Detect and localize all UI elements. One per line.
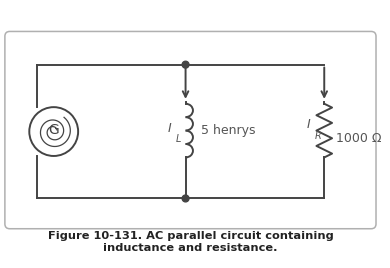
Text: L: L (176, 135, 181, 144)
Text: inductance and resistance.: inductance and resistance. (103, 243, 278, 253)
FancyBboxPatch shape (5, 31, 376, 229)
Text: 5 henrys: 5 henrys (201, 124, 256, 137)
Circle shape (182, 195, 189, 202)
Text: I: I (168, 122, 172, 135)
Text: R: R (314, 131, 321, 141)
Text: I: I (307, 118, 310, 131)
Text: G: G (48, 122, 59, 137)
Circle shape (182, 61, 189, 68)
Text: Figure 10-131. AC parallel circuit containing: Figure 10-131. AC parallel circuit conta… (48, 230, 333, 241)
Text: 1000 Ω: 1000 Ω (336, 132, 381, 145)
